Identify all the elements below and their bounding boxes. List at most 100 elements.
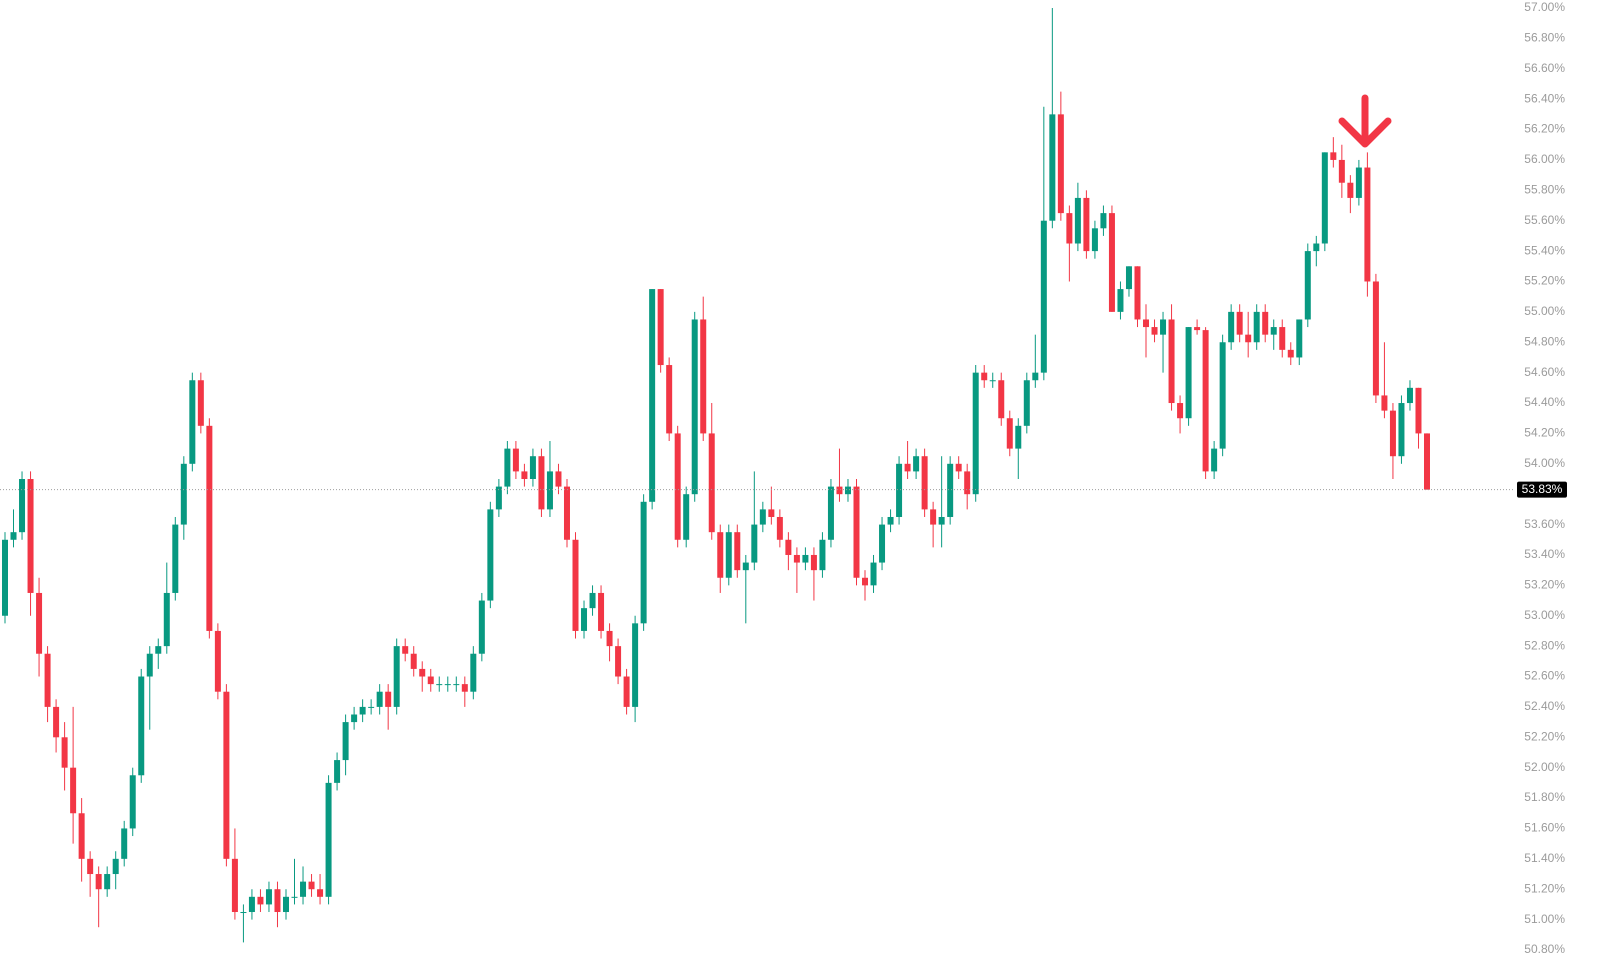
candle-body xyxy=(10,532,17,540)
candle-body xyxy=(1372,281,1379,396)
candle-body xyxy=(674,433,681,540)
candle-body xyxy=(1160,319,1167,335)
candle-body xyxy=(623,676,630,707)
candle-body xyxy=(1108,213,1115,312)
candle-body xyxy=(1381,395,1388,411)
candle-body xyxy=(206,425,213,631)
candle-body xyxy=(402,646,409,654)
candle-body xyxy=(78,813,85,859)
candle-body xyxy=(632,623,639,707)
candle-body xyxy=(708,433,715,533)
candle-body xyxy=(95,874,102,890)
candle-body xyxy=(231,858,238,913)
candle-body xyxy=(546,471,553,510)
y-tick-label: 55.20% xyxy=(1524,274,1565,288)
candle-body xyxy=(70,767,77,814)
candle-body xyxy=(376,691,383,707)
candle-body xyxy=(512,448,519,472)
candle-body xyxy=(189,380,196,464)
candle-body xyxy=(248,896,255,913)
candle-body xyxy=(972,372,979,495)
last-price-box xyxy=(1517,481,1567,498)
candle-body xyxy=(606,630,613,647)
candle-body xyxy=(436,684,443,686)
y-tick-label: 56.20% xyxy=(1524,122,1565,136)
candle-body xyxy=(1202,330,1209,472)
candles xyxy=(2,8,1430,943)
candle-body xyxy=(1355,167,1362,198)
candle-body xyxy=(879,524,886,563)
candle-body xyxy=(819,539,826,571)
candle-body xyxy=(751,524,758,563)
candle-body xyxy=(368,706,375,708)
candle-body xyxy=(27,479,34,593)
y-tick-label: 54.00% xyxy=(1524,456,1565,470)
candle-body xyxy=(1194,327,1201,331)
candle-body xyxy=(44,653,51,707)
candle-body xyxy=(938,516,945,525)
candle-body xyxy=(1185,327,1192,419)
y-tick-label: 57.00% xyxy=(1524,0,1565,14)
candle-body xyxy=(598,592,605,631)
candle-body xyxy=(1279,327,1286,350)
y-tick-label: 51.60% xyxy=(1524,821,1565,835)
candle-body xyxy=(717,532,724,578)
candle-body xyxy=(197,380,204,426)
candle-body xyxy=(1091,228,1098,252)
y-tick-label: 54.40% xyxy=(1524,395,1565,409)
candle-body xyxy=(538,456,545,510)
candle-body xyxy=(921,456,928,510)
candle-body xyxy=(955,463,962,472)
candle-body xyxy=(385,691,392,707)
y-tick-label: 54.20% xyxy=(1524,426,1565,440)
candle-body xyxy=(53,706,60,738)
candle-body xyxy=(1338,159,1345,183)
candle-body xyxy=(802,554,809,563)
candle-body xyxy=(265,889,272,905)
candle-body xyxy=(1406,387,1413,404)
candle-body xyxy=(725,532,732,578)
candle-body xyxy=(1398,403,1405,457)
candle-body xyxy=(700,319,707,434)
candle-body xyxy=(2,539,8,616)
y-tick-label: 56.60% xyxy=(1524,61,1565,75)
candle-body xyxy=(947,463,954,517)
candle-body xyxy=(793,554,800,563)
candle-body xyxy=(1074,197,1081,244)
y-tick-label: 53.00% xyxy=(1524,608,1565,622)
y-tick-label: 55.00% xyxy=(1524,304,1565,318)
candle-body xyxy=(998,380,1005,419)
candle-body xyxy=(1330,152,1337,160)
candle-body xyxy=(1253,311,1260,343)
candle-body xyxy=(904,463,911,472)
candle-body xyxy=(282,896,289,913)
candle-body xyxy=(1168,319,1175,404)
down-arrow xyxy=(1338,94,1392,148)
y-tick-label: 53.20% xyxy=(1524,578,1565,592)
y-tick-label: 54.60% xyxy=(1524,365,1565,379)
y-tick-label: 52.20% xyxy=(1524,729,1565,743)
candle-body xyxy=(393,646,400,707)
candle-body xyxy=(964,471,971,495)
candle-body xyxy=(274,889,281,913)
candle-body xyxy=(785,539,792,555)
candle-body xyxy=(172,524,179,593)
candle-body xyxy=(1424,433,1430,490)
candle-body xyxy=(334,760,341,783)
candle-body xyxy=(768,509,775,517)
y-tick-label: 53.40% xyxy=(1524,547,1565,561)
candle-body xyxy=(1151,327,1158,335)
candle-body xyxy=(913,456,920,472)
candle-body xyxy=(1117,289,1124,312)
candle-body xyxy=(257,896,264,905)
candle-body xyxy=(1262,311,1269,335)
y-tick-label: 51.40% xyxy=(1524,851,1565,865)
candle-body xyxy=(555,471,562,487)
candle-body xyxy=(495,486,502,510)
candle-body xyxy=(478,600,485,654)
candle-body xyxy=(19,479,26,533)
candle-body xyxy=(240,912,247,914)
candle-body xyxy=(214,630,221,692)
